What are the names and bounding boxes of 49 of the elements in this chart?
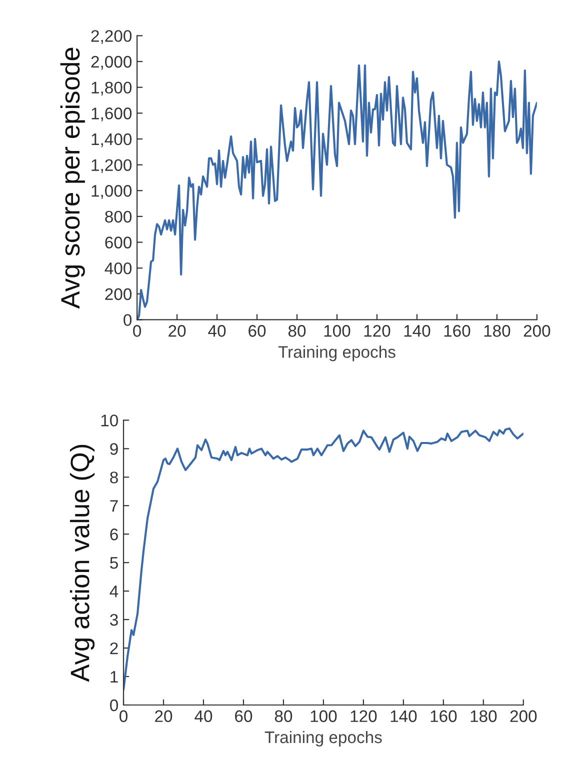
x-tick-label: 80 (274, 710, 292, 722)
y-tick-label: 200 (105, 288, 132, 300)
y-tick-label: 5 (110, 557, 118, 569)
x-tick-label: 100 (310, 710, 337, 722)
y-tick-label: 800 (105, 210, 132, 223)
y-axis-title: Avg score per episode (60, 48, 85, 309)
x-axis-title: Training epochs (278, 346, 396, 362)
y-tick-label: 2 (110, 642, 118, 654)
y-tick-label: 7 (110, 500, 118, 512)
x-tick-label: 140 (390, 710, 417, 722)
x-axis-title: Training epochs (264, 730, 382, 746)
y-tick-label: 10 (101, 414, 118, 426)
x-tick-label: 60 (248, 325, 266, 337)
y-tick-label: 6 (110, 528, 118, 540)
x-tick-label: 200 (524, 325, 550, 337)
line-series (124, 427, 524, 690)
x-tick-label: 200 (510, 710, 537, 722)
x-tick-label: 180 (484, 325, 510, 337)
y-tick-label: 8 (110, 472, 118, 484)
x-tick-label: 160 (444, 325, 470, 337)
x-tick-label: 160 (430, 710, 457, 722)
y-tick-label: 1 (110, 671, 118, 683)
x-tick-label: 40 (194, 710, 212, 722)
y-tick-label: 3 (110, 614, 118, 626)
y-tick-label: 1,000 (92, 185, 132, 199)
y-tick-label: 0 (110, 699, 118, 712)
y-tick-label: 1,600 (92, 108, 132, 122)
x-tick-label: 40 (208, 325, 226, 337)
x-tick-label: 20 (168, 325, 186, 337)
y-tick-label: 2,000 (91, 56, 132, 70)
y-tick-label: 1,200 (92, 159, 132, 173)
x-tick-label: 20 (155, 710, 172, 722)
y-tick-label: 600 (105, 236, 132, 248)
y-tick-label: 1,400 (92, 133, 132, 148)
x-tick-label: 120 (364, 325, 390, 337)
x-tick-label: 80 (288, 325, 306, 337)
x-tick-label: 100 (324, 325, 350, 337)
x-tick-label: 140 (404, 325, 430, 337)
x-tick-label: 120 (350, 710, 377, 722)
y-tick-label: 2,200 (91, 30, 132, 44)
y-tick-label: 400 (104, 262, 132, 274)
x-tick-label: 0 (133, 325, 142, 337)
y-axis-title: Avg action value (Q) (70, 444, 95, 682)
y-tick-label: 9 (110, 443, 118, 455)
y-tick-label: 0 (124, 314, 132, 326)
y-tick-label: 1,800 (92, 82, 132, 96)
y-tick-label: 4 (110, 586, 118, 598)
x-tick-label: 180 (470, 710, 497, 722)
x-tick-label: 60 (235, 710, 252, 722)
